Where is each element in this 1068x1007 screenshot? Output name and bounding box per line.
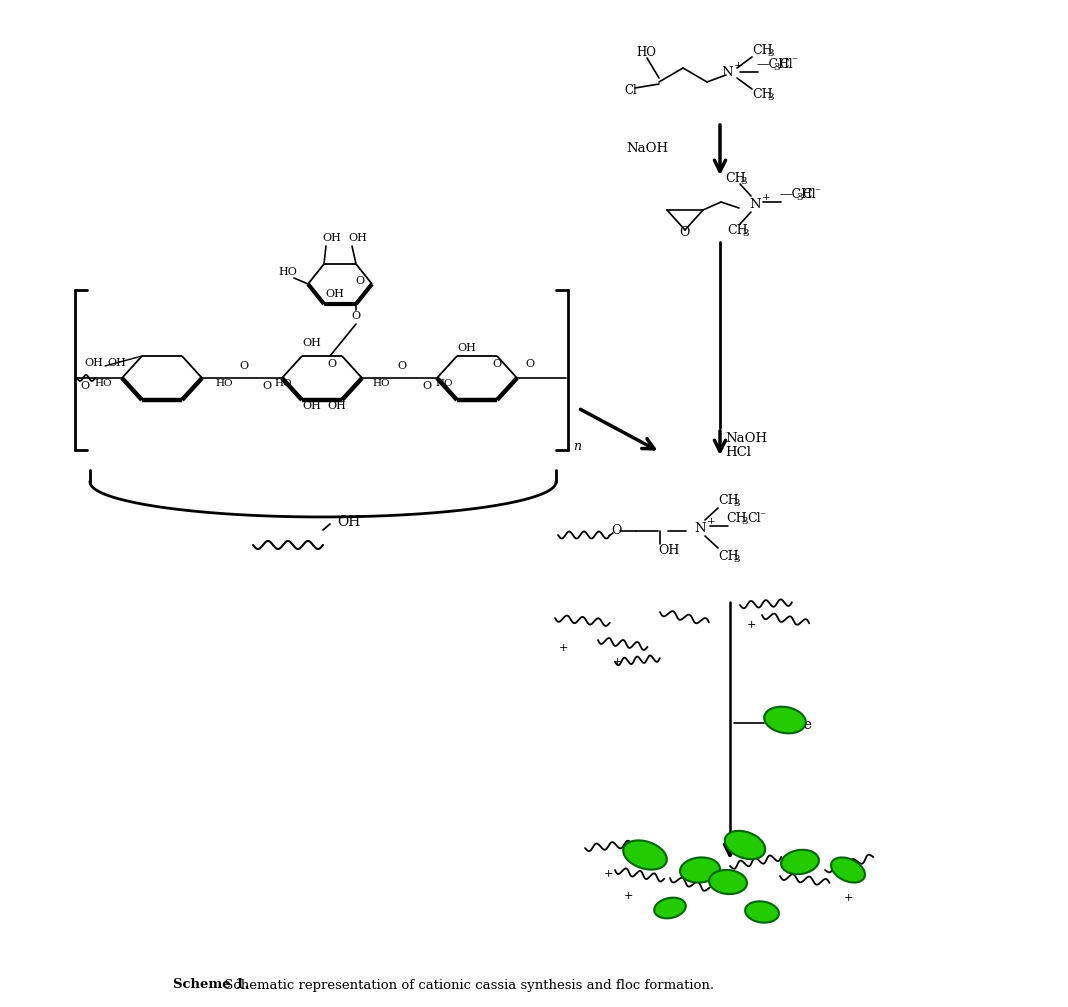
Text: 3: 3	[767, 94, 773, 103]
Ellipse shape	[709, 870, 747, 894]
Ellipse shape	[781, 850, 819, 874]
Text: O: O	[80, 381, 89, 391]
Text: OH: OH	[658, 545, 679, 558]
Text: HO: HO	[373, 379, 390, 388]
Text: N: N	[721, 65, 733, 79]
Text: OH: OH	[107, 358, 126, 368]
Text: CH: CH	[725, 171, 745, 184]
Text: CH: CH	[718, 550, 739, 563]
Text: OH: OH	[325, 289, 344, 299]
Text: +: +	[761, 193, 771, 202]
Text: Scheme 1.: Scheme 1.	[173, 979, 249, 992]
Text: OH: OH	[457, 343, 476, 353]
Text: ⁻: ⁻	[759, 511, 766, 524]
Text: O: O	[262, 381, 271, 391]
Text: ⁻: ⁻	[791, 55, 797, 68]
Text: OH: OH	[302, 338, 321, 348]
Text: HO: HO	[637, 45, 656, 58]
Text: +: +	[612, 657, 622, 667]
Text: CH: CH	[752, 89, 772, 102]
Text: 3: 3	[733, 555, 740, 564]
Text: Cl: Cl	[624, 84, 637, 97]
Text: 3: 3	[742, 229, 749, 238]
Ellipse shape	[624, 841, 666, 870]
Text: HO: HO	[435, 380, 453, 389]
Text: +: +	[603, 869, 613, 879]
Text: OH: OH	[327, 401, 346, 411]
Ellipse shape	[725, 831, 766, 859]
Text: O: O	[351, 311, 361, 321]
Text: N: N	[694, 522, 706, 535]
Text: +: +	[734, 61, 742, 70]
Text: NaOH: NaOH	[626, 142, 669, 154]
Text: OH: OH	[84, 358, 103, 368]
Text: O: O	[611, 525, 622, 538]
Text: +: +	[559, 643, 568, 653]
Text: O: O	[239, 361, 249, 371]
Ellipse shape	[745, 901, 779, 922]
Text: +: +	[747, 620, 756, 630]
Text: O: O	[679, 227, 689, 240]
Text: 3: 3	[733, 498, 740, 508]
Text: O: O	[492, 359, 501, 369]
Text: +: +	[844, 893, 852, 903]
Text: 3: 3	[767, 48, 773, 57]
Text: O: O	[397, 361, 406, 371]
Text: N: N	[749, 197, 760, 210]
Text: 3: 3	[741, 518, 748, 527]
Ellipse shape	[680, 857, 720, 882]
Text: OH: OH	[302, 401, 320, 411]
Text: HCl: HCl	[725, 445, 751, 458]
Text: NaOH: NaOH	[725, 432, 767, 444]
Text: HO: HO	[274, 380, 292, 389]
Text: ⁻: ⁻	[814, 186, 820, 199]
Text: CH: CH	[752, 43, 772, 56]
Text: O: O	[327, 359, 336, 369]
Text: CH: CH	[726, 513, 747, 526]
Ellipse shape	[765, 707, 805, 733]
Text: O: O	[356, 276, 364, 286]
Ellipse shape	[655, 897, 686, 918]
Text: HO: HO	[278, 267, 297, 277]
Text: n: n	[574, 440, 581, 453]
Text: CH: CH	[727, 224, 748, 237]
Text: Cl: Cl	[779, 58, 792, 71]
Text: —CH: —CH	[779, 188, 812, 201]
Text: HO: HO	[215, 379, 233, 388]
Text: HO: HO	[94, 380, 112, 389]
Text: Schematic representation of cationic cassia synthesis and floc formation.: Schematic representation of cationic cas…	[220, 979, 714, 992]
Text: Algae: Algae	[770, 718, 812, 732]
Text: +: +	[707, 518, 716, 527]
Ellipse shape	[831, 857, 865, 882]
Text: —CH: —CH	[756, 58, 789, 71]
Text: Cl: Cl	[802, 188, 816, 201]
Text: 3: 3	[740, 176, 747, 185]
Text: 3: 3	[796, 193, 803, 202]
Text: OH: OH	[348, 233, 367, 243]
Text: O: O	[525, 359, 534, 369]
Text: OH: OH	[337, 515, 360, 529]
Text: 3: 3	[773, 63, 780, 73]
Text: Cl: Cl	[747, 513, 760, 526]
Text: +: +	[624, 891, 632, 901]
Text: CH: CH	[718, 493, 739, 507]
Text: OH: OH	[321, 233, 341, 243]
Text: O: O	[422, 381, 431, 391]
